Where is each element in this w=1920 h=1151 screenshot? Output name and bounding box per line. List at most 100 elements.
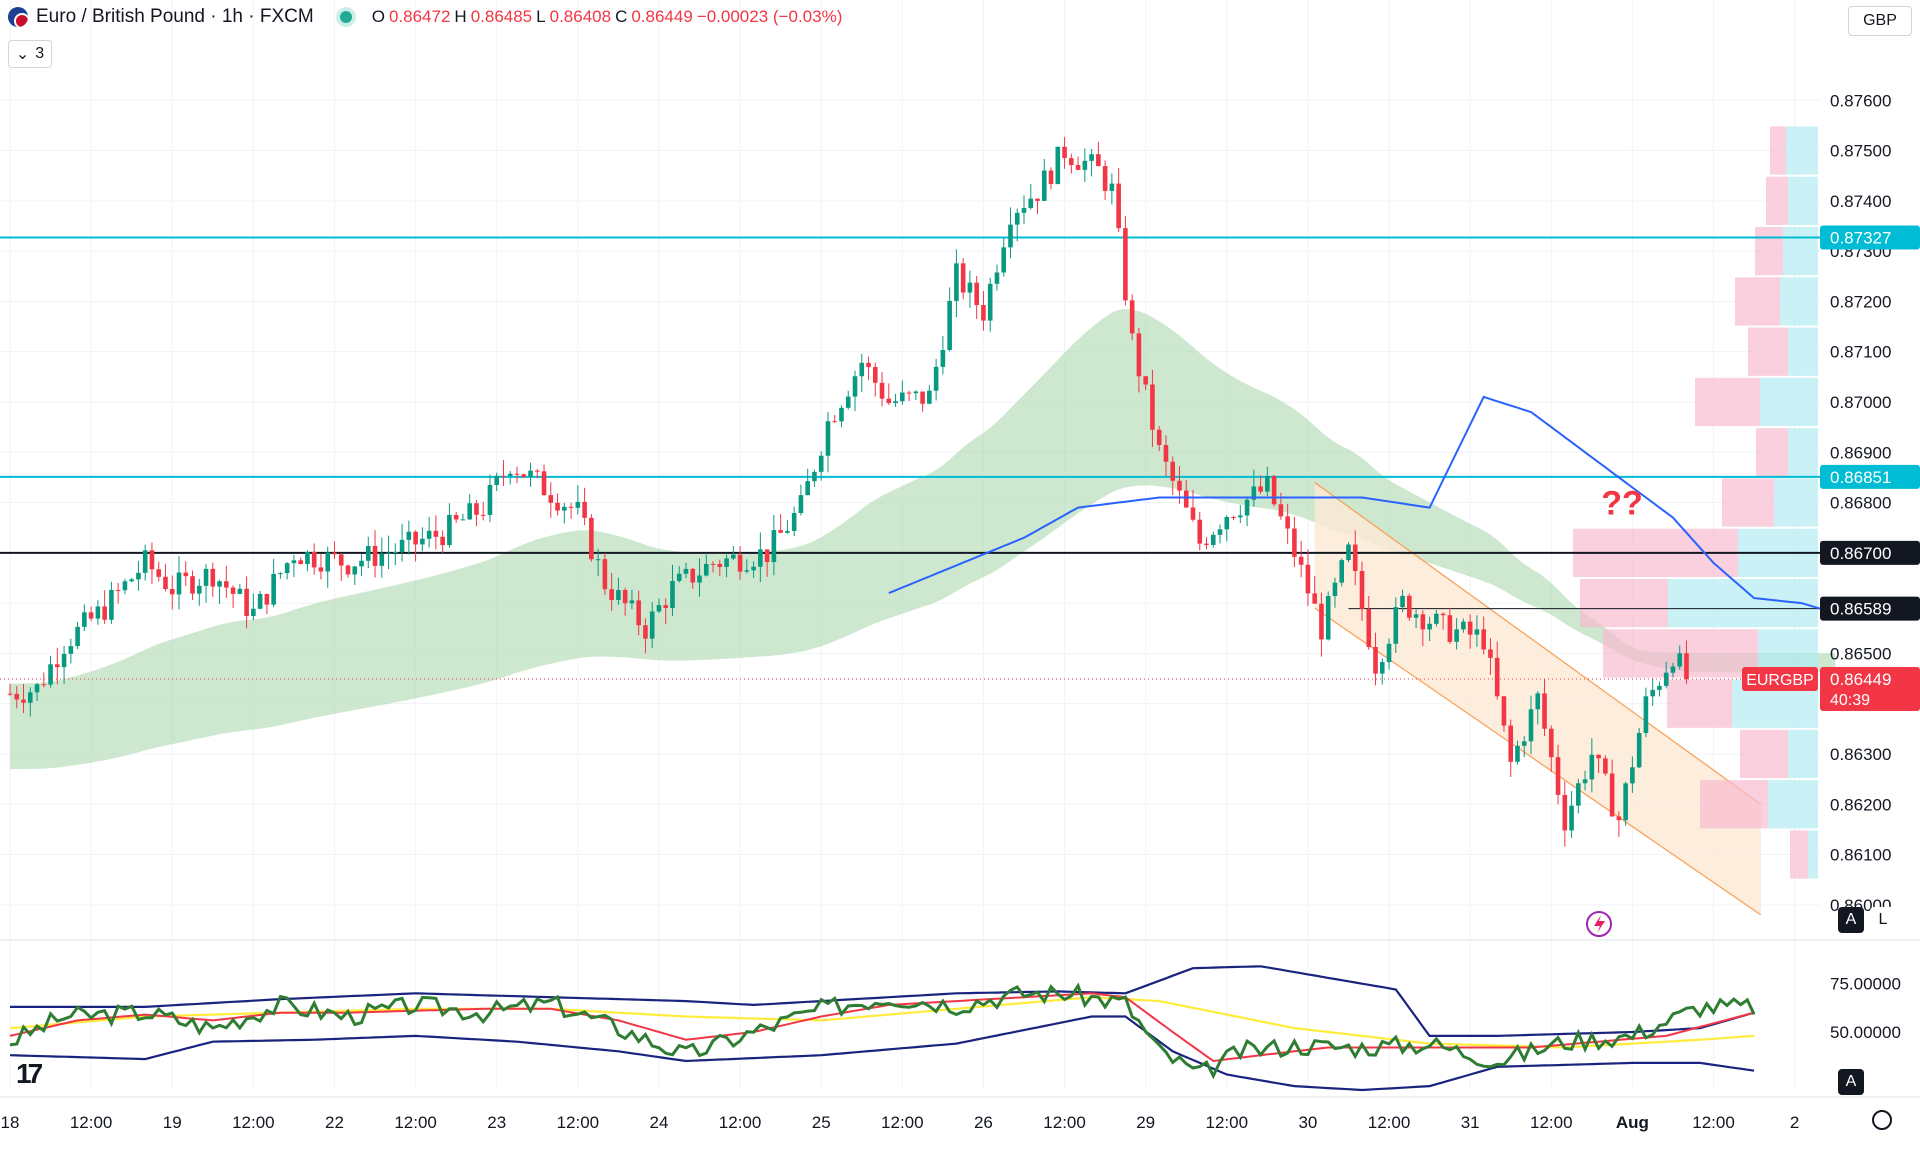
cloud-band	[10, 308, 1836, 770]
settings-gear-icon[interactable]	[1872, 1110, 1892, 1130]
candle-up	[893, 401, 898, 404]
market-status-icon	[339, 11, 352, 23]
candle-down	[1407, 595, 1412, 618]
candle-up	[1021, 208, 1027, 213]
candle-down	[1440, 613, 1446, 616]
volume-bar-outside	[1667, 679, 1732, 728]
volume-bar-outside	[1790, 830, 1808, 879]
volume-bar-outside	[1755, 226, 1783, 276]
open-value: 0.86472	[388, 7, 451, 26]
candle-down	[1467, 621, 1473, 635]
candle-up	[1386, 643, 1392, 663]
candle-down	[548, 495, 554, 503]
candle-up	[1670, 666, 1676, 673]
price-tick-label: 0.86500	[1830, 644, 1891, 663]
candle-up	[257, 593, 263, 609]
candles	[7, 136, 1689, 847]
indicators-toggle-button[interactable]: ⌄ 3	[8, 40, 52, 68]
close-key: C	[615, 7, 628, 26]
candle-up	[528, 470, 533, 478]
candle-down	[1366, 608, 1372, 647]
candle-down	[41, 684, 47, 686]
volume-bar-outside	[1748, 327, 1788, 376]
auto-scale-button[interactable]: A	[1838, 907, 1864, 933]
candle-up	[595, 559, 601, 561]
candle-up	[1528, 709, 1534, 742]
candle-up	[927, 390, 932, 404]
candle-down	[609, 589, 614, 600]
candle-up	[900, 392, 905, 402]
candle-down	[1305, 564, 1311, 594]
volume-bar-value-area	[1760, 377, 1818, 427]
candle-down	[622, 590, 628, 604]
candle-down	[332, 552, 337, 555]
candle-up	[136, 572, 141, 580]
change-value: −0.00023 (−0.03%)	[696, 7, 843, 26]
price-tick-label: 0.86900	[1830, 443, 1891, 462]
candle-down	[737, 554, 743, 572]
candle-up	[1109, 183, 1115, 191]
oscillator-auto-scale-button[interactable]: A	[1838, 1069, 1864, 1095]
candle-down	[1292, 528, 1297, 557]
candle-up	[1393, 607, 1399, 644]
candle-down	[149, 550, 155, 570]
candle-up	[487, 484, 493, 515]
eu-gb-flag-icon	[8, 7, 28, 27]
candle-down	[1190, 507, 1196, 520]
candle-down	[717, 563, 723, 567]
symbol-title[interactable]: Euro / British Pound · 1h · FXCM	[36, 6, 314, 27]
candle-up	[1535, 693, 1541, 710]
high-value: 0.86485	[470, 7, 533, 26]
price-level-label-bg	[1820, 464, 1920, 489]
candle-up	[1014, 212, 1020, 225]
time-tick-label: 24	[649, 1113, 668, 1132]
time-axis: 18 12:00 19 12:00 22 12:00 23 12:00 24 12:00 25 12:…	[1, 1113, 1800, 1132]
channel-upper-line	[1314, 481, 1762, 805]
time-tick-label: 23	[487, 1113, 506, 1132]
candle-up	[271, 573, 276, 605]
candle-up	[1650, 689, 1655, 697]
time-tick-label: 12:00	[719, 1113, 762, 1132]
candle-up	[1657, 685, 1662, 690]
candle-down	[1548, 728, 1554, 758]
volume-bar-outside	[1700, 780, 1768, 829]
candle-down	[1204, 543, 1209, 545]
candle-up	[1677, 653, 1683, 667]
chart-header: Euro / British Pound · 1h · FXCM O 0.8647…	[8, 6, 842, 28]
candle-down	[541, 471, 547, 496]
log-scale-button[interactable]: L	[1870, 907, 1896, 933]
flash-bolt-icon	[1594, 915, 1605, 933]
symbol-tag-bg	[1742, 667, 1818, 692]
candle-down	[1278, 504, 1284, 517]
candle-up	[933, 366, 939, 391]
candle-down	[764, 549, 770, 563]
candle-up	[494, 475, 500, 485]
candle-down	[1258, 486, 1263, 492]
price-level-label-bg	[1820, 596, 1920, 621]
candle-down	[264, 593, 270, 605]
currency-selector[interactable]: GBP	[1848, 6, 1912, 36]
volume-bar-outside	[1722, 478, 1774, 527]
candle-up	[1630, 767, 1635, 784]
candle-up	[386, 552, 391, 554]
candle-down	[1075, 165, 1081, 170]
candle-down	[1616, 816, 1622, 821]
candle-up	[203, 568, 209, 586]
candle-down	[872, 367, 878, 383]
candle-up	[1265, 476, 1270, 492]
candle-down	[710, 563, 716, 565]
candle-down	[1150, 384, 1155, 430]
candle-down	[920, 391, 925, 404]
candle-up	[947, 300, 952, 350]
candle-down	[169, 589, 175, 595]
time-tick-label: 29	[1136, 1113, 1155, 1132]
candle-up	[75, 626, 80, 647]
candle-up	[507, 473, 513, 476]
candle-down	[1102, 166, 1108, 191]
time-tick-label: 12:00	[1692, 1113, 1735, 1132]
volume-bar-value-area	[1780, 277, 1818, 326]
time-tick-label: 2	[1790, 1113, 1799, 1132]
candle-down	[190, 576, 195, 594]
candle-up	[82, 612, 87, 627]
